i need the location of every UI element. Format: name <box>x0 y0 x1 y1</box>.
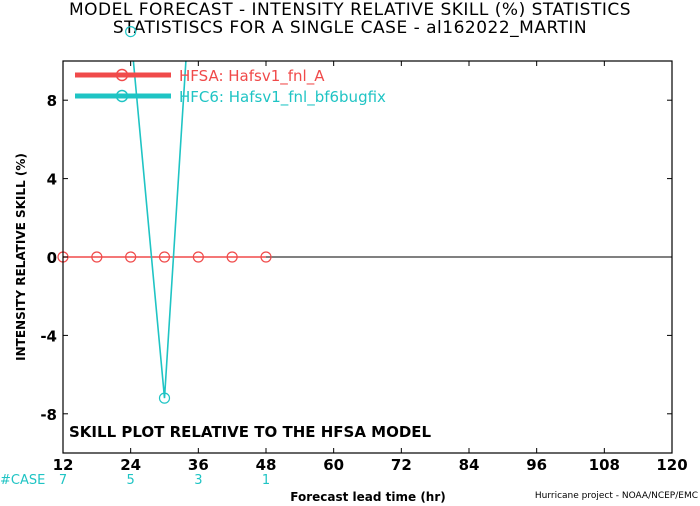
x-tick-label: 84 <box>459 456 480 474</box>
case-count: 7 <box>59 473 67 488</box>
x-tick-label: 108 <box>589 456 620 474</box>
y-tick-label: 0 <box>47 249 57 267</box>
x-tick-label: 96 <box>526 456 547 474</box>
legend-marker <box>115 89 129 103</box>
y-tick-label: 4 <box>47 171 57 189</box>
y-tick-label: -8 <box>40 406 57 424</box>
x-tick-label: 72 <box>391 456 412 474</box>
data-point <box>158 251 171 263</box>
data-point <box>158 392 171 404</box>
x-tick-label: 48 <box>256 456 277 474</box>
y-tick-label: -4 <box>40 327 57 345</box>
x-tick-label: 12 <box>53 456 74 474</box>
skill-annotation: SKILL PLOT RELATIVE TO THE HFSA MODEL <box>69 423 432 441</box>
data-point <box>226 251 238 263</box>
data-point <box>192 251 204 263</box>
x-tick-label: 120 <box>656 456 687 474</box>
x-tick-label: 24 <box>120 456 141 474</box>
case-count: 3 <box>194 473 202 488</box>
chart-subtitle: STATISTISCS FOR A SINGLE CASE - al162022… <box>112 18 588 38</box>
case-count-label: #CASE <box>0 473 45 488</box>
data-point <box>260 251 272 263</box>
legend-label: HFC6: Hafsv1_fnl_bf6bugfix <box>179 88 386 107</box>
case-count: 5 <box>127 473 135 488</box>
series-line <box>132 61 187 399</box>
credit-text: Hurricane project - NOAA/NCEP/EMC <box>534 491 698 501</box>
legend-marker <box>115 68 129 82</box>
x-tick-label: 36 <box>188 456 209 474</box>
data-point <box>125 26 137 38</box>
y-axis-label: INTENSITY RELATIVE SKILL (%) <box>14 153 28 361</box>
data-point <box>91 251 103 263</box>
y-tick-label: 8 <box>47 92 57 110</box>
x-axis-label: Forecast lead time (hr) <box>290 490 446 504</box>
legend-label: HFSA: Hafsv1_fnl_A <box>179 67 325 86</box>
case-count: 1 <box>262 473 270 488</box>
data-point <box>125 251 137 263</box>
x-tick-label: 60 <box>323 456 344 474</box>
chart-title: MODEL FORECAST - INTENSITY RELATIVE SKIL… <box>68 0 632 20</box>
